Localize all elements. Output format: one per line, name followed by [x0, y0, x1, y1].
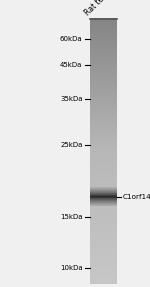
- Text: 25kDa: 25kDa: [60, 142, 82, 148]
- Text: C1orf146: C1orf146: [123, 194, 150, 199]
- Text: Rat testis: Rat testis: [83, 0, 116, 17]
- Text: 45kDa: 45kDa: [60, 62, 82, 67]
- Text: 60kDa: 60kDa: [60, 36, 82, 42]
- Text: 15kDa: 15kDa: [60, 214, 82, 220]
- Text: 10kDa: 10kDa: [60, 265, 82, 271]
- Text: 35kDa: 35kDa: [60, 96, 82, 102]
